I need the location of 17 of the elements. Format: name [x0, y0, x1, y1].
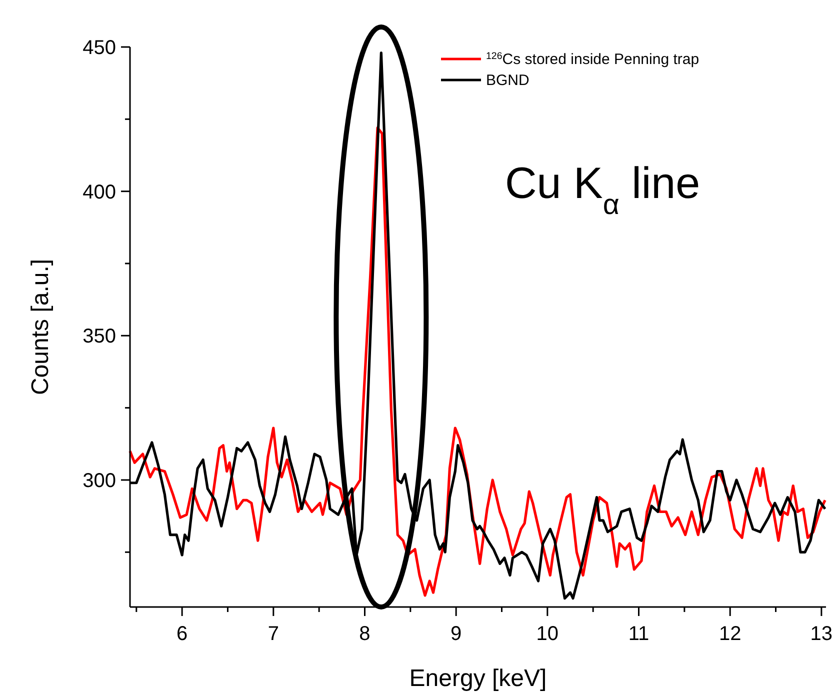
x-tick-label: 11 [628, 623, 650, 645]
x-tick-label: 12 [718, 623, 742, 645]
x-axis-title: Energy [keV] [409, 665, 547, 692]
legend-label: BGND [486, 72, 530, 89]
annotation: Cu K$_{α}$ line [505, 159, 700, 221]
x-tick-label: 9 [450, 623, 462, 645]
y-tick-label: 350 [82, 326, 116, 348]
x-tick-label: 6 [176, 623, 188, 645]
x-tick-label: 7 [268, 623, 279, 645]
legend-label: $^{126}$Cs stored inside Penning trap [486, 50, 700, 68]
y-tick-label: 450 [82, 37, 116, 59]
x-tick-label: 13 [810, 623, 833, 645]
x-tick-label: 8 [359, 623, 370, 645]
y-tick-label: 400 [82, 181, 116, 204]
y-tick-label: 300 [82, 470, 116, 492]
x-tick-label: 10 [536, 623, 559, 645]
y-axis-title: Counts [a.u.] [27, 258, 54, 396]
